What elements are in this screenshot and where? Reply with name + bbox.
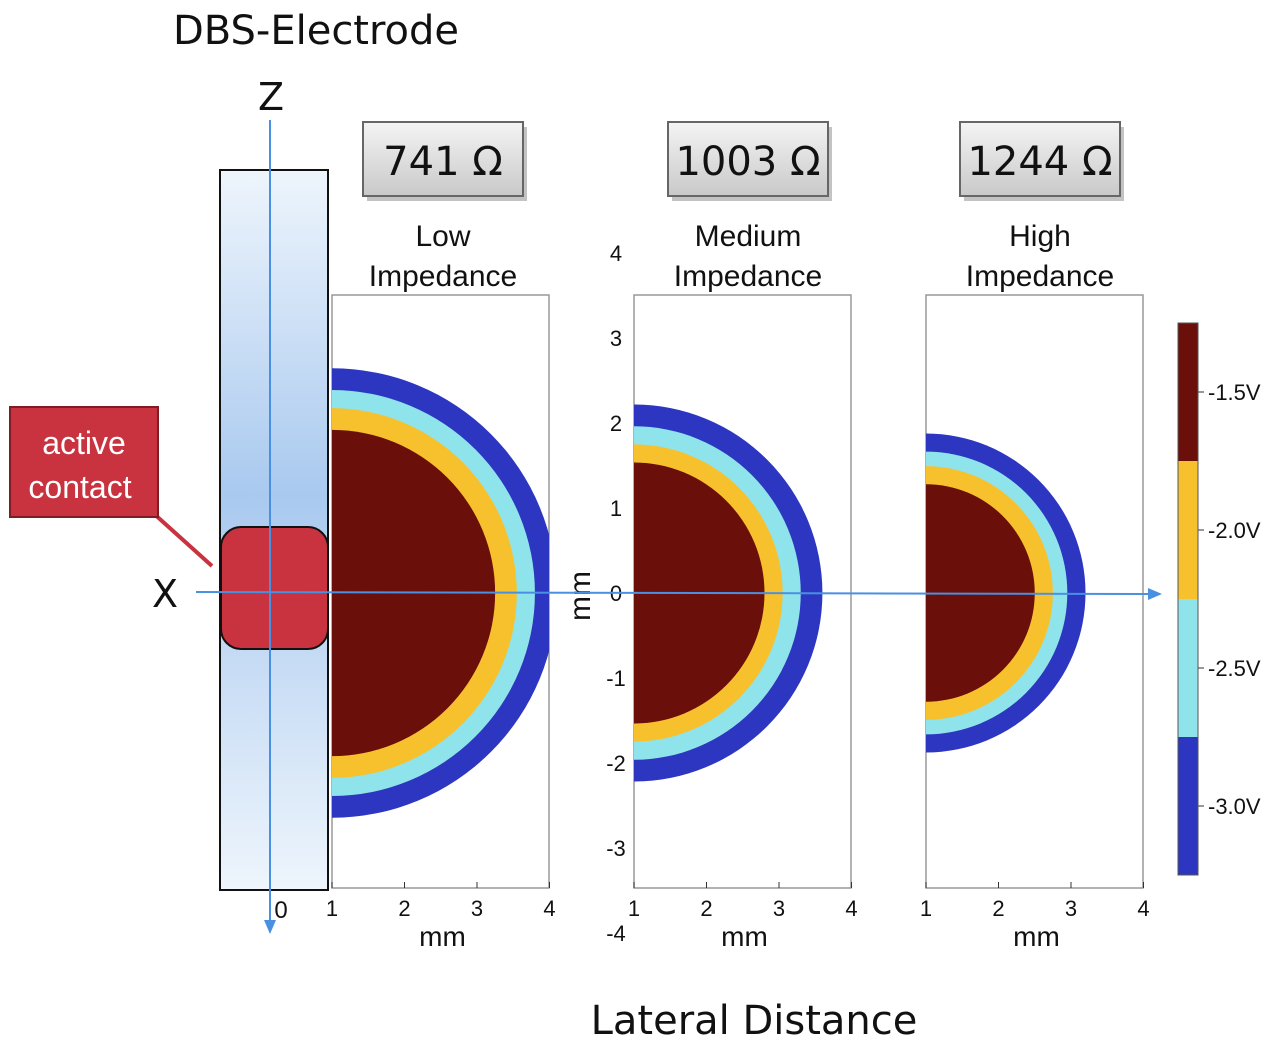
x-axis-unit-label: mm	[1013, 921, 1060, 952]
panel-level-label: Low	[415, 220, 470, 253]
x-tick-label: 1	[628, 896, 640, 921]
x-axis-label: X	[152, 572, 178, 616]
x-tick-label: 3	[1065, 896, 1077, 921]
y-axis-label: mm	[564, 571, 597, 621]
x-axis-unit-label: mm	[419, 921, 466, 952]
x-tick-label: 4	[1137, 896, 1149, 921]
panel-level-label: Medium	[695, 220, 802, 253]
colorbar-label: -1.5V	[1208, 380, 1261, 405]
panel-level-label: High	[1009, 220, 1071, 253]
x-tick-label: 1	[326, 896, 338, 921]
active-contact-region	[220, 526, 329, 650]
impedance-value: 1003 Ω	[675, 139, 820, 185]
y-axis: 43210-1-2-3-4	[606, 241, 626, 946]
impedance-value: 741 Ω	[383, 139, 503, 185]
x-tick-label: 3	[471, 896, 483, 921]
callout-connector	[150, 510, 214, 568]
y-tick-label: 1	[610, 496, 622, 521]
y-tick-label: 4	[610, 241, 622, 266]
x-axis-unit-label: mm	[721, 921, 768, 952]
x-tick-label: 4	[845, 896, 857, 921]
impedance-box	[362, 121, 524, 197]
colorbar-segment	[1178, 737, 1198, 875]
colorbar-label: -2.0V	[1208, 518, 1261, 543]
x-tick-label: 2	[992, 896, 1004, 921]
impedance-panels: 1 2 3 4 mm Low Impedance 741 Ω 1 2 3 4 mm Medium Imped…	[326, 121, 1150, 952]
impedance-box	[667, 121, 829, 197]
panel-impedance-word: Impedance	[966, 260, 1114, 293]
impedance-box	[959, 121, 1121, 197]
colorbar-label: -3.0V	[1208, 794, 1261, 819]
y-tick-label: 2	[610, 411, 622, 436]
panel-3: 1 2 3 4 mm High Impedance 1244 Ω	[920, 121, 1150, 952]
x-tick-label: 1	[920, 896, 932, 921]
colorbar-frame	[1177, 322, 1199, 876]
active-contact-callout	[9, 406, 159, 518]
colorbar-label: -2.5V	[1208, 656, 1261, 681]
panel-impedance-word: Impedance	[369, 260, 517, 293]
x-tick-label: 3	[773, 896, 785, 921]
x-tick-label: 4	[543, 896, 555, 921]
callout-line-2: contact	[28, 469, 131, 505]
zero-label: 0	[274, 897, 287, 924]
y-tick-label: 3	[610, 326, 622, 351]
y-tick-label: -1	[606, 666, 626, 691]
y-tick-label: -2	[606, 751, 626, 776]
x-axis-arrow	[195, 587, 1162, 600]
x-tick-label: 2	[398, 896, 410, 921]
colorbar-segment	[1178, 599, 1198, 737]
colorbar-segment	[1178, 323, 1198, 461]
panel-2: 1 2 3 4 mm Medium Impedance 1003 Ω	[628, 121, 858, 952]
y-tick-label: -4	[606, 921, 626, 946]
colorbar-segment	[1178, 461, 1198, 599]
impedance-value: 1244 Ω	[967, 139, 1112, 185]
panel-impedance-word: Impedance	[674, 260, 822, 293]
x-tick-label: 2	[700, 896, 712, 921]
callout-line-1: active	[42, 425, 126, 461]
panel-1: 1 2 3 4 mm Low Impedance 741 Ω	[326, 121, 556, 952]
colorbar: -1.5V -2.0V -2.5V -3.0V	[1177, 322, 1261, 876]
lateral-distance-label: Lateral Distance	[591, 998, 918, 1044]
figure-title: DBS-Electrode	[173, 8, 459, 54]
z-axis-label: Z	[258, 75, 284, 119]
y-tick-label: -3	[606, 836, 626, 861]
